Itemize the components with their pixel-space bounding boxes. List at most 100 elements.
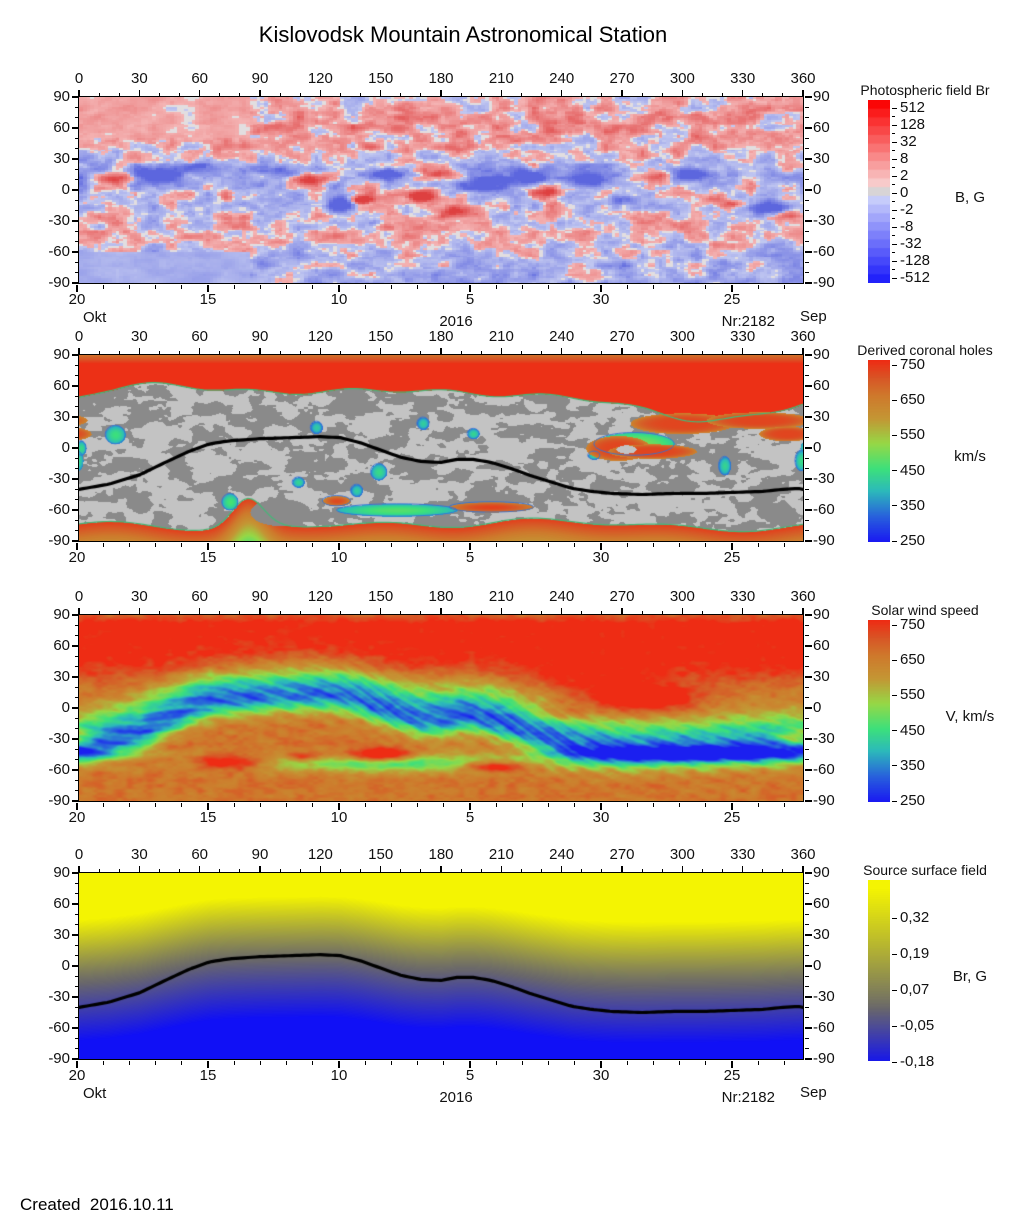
lon-major-tick — [741, 608, 744, 615]
lat-major-tick-right — [804, 385, 812, 387]
lon-minor-tick — [219, 93, 221, 97]
date-tick-label: 10 — [330, 1067, 348, 1084]
map-canvas-derived-coronal-holes — [78, 354, 803, 541]
lon-tick-label: 150 — [368, 328, 394, 345]
date-minor-tick — [128, 802, 130, 807]
lon-major-tick — [198, 608, 201, 615]
colorbar-tick-label: 0,07 — [900, 981, 930, 998]
date-minor-tick — [757, 284, 759, 289]
colorbar-title: Derived coronal holes — [857, 342, 993, 358]
lat-minor-tick-left — [75, 790, 79, 792]
lat-minor-tick-right — [804, 1037, 809, 1039]
lon-minor-tick — [179, 93, 181, 97]
lon-minor-tick — [420, 869, 422, 873]
date-minor-tick — [417, 284, 419, 289]
lat-minor-tick-right — [804, 148, 809, 150]
lat-tick-label-left: -30 — [48, 470, 70, 487]
date-tick-label: 30 — [592, 291, 610, 308]
lat-minor-tick-right — [804, 199, 809, 201]
colorbar-tick-label: 128 — [900, 116, 926, 133]
date-minor-tick — [626, 542, 628, 547]
colorbar-tick-label: -128 — [900, 252, 931, 269]
lon-major-tick — [319, 608, 322, 615]
date-minor-tick — [705, 284, 707, 289]
colorbar-minor-tick — [892, 116, 895, 117]
lon-major-tick — [259, 608, 261, 615]
lat-minor-tick-left — [75, 457, 79, 459]
lon-minor-tick — [400, 869, 402, 873]
lon-tick-label: 270 — [609, 588, 635, 605]
lon-major-tick — [379, 608, 382, 615]
lon-minor-tick — [279, 611, 281, 615]
colorbar-photospheric-field — [868, 100, 890, 283]
lon-minor-tick — [581, 93, 583, 97]
lat-minor-tick-left — [75, 913, 79, 915]
date-minor-tick — [626, 1060, 628, 1065]
colorbar-tick-label: 250 — [900, 792, 926, 809]
lon-tick-label: 0 — [74, 70, 84, 87]
lon-minor-tick — [339, 869, 341, 873]
colorbar-tick-label: 0,32 — [900, 909, 930, 926]
lon-major-tick — [319, 90, 322, 97]
lon-tick-label: 90 — [251, 70, 269, 87]
date-minor-tick — [757, 802, 759, 807]
date-major-tick — [600, 1060, 602, 1068]
lat-tick-label-left: 0 — [61, 439, 70, 456]
lon-tick-label: 210 — [488, 846, 514, 863]
colorbar-title: Solar wind speed — [871, 602, 979, 618]
lon-tick-label: 270 — [609, 70, 635, 87]
date-minor-tick — [155, 284, 157, 289]
colorbar-tick-label: -0,18 — [900, 1053, 935, 1070]
colorbar-solar-wind-speed — [868, 620, 890, 802]
date-minor-tick — [102, 802, 104, 807]
page-title: Kislovodsk Mountain Astronomical Station — [258, 22, 668, 47]
date-major-tick — [207, 542, 209, 550]
lon-major-tick — [500, 90, 503, 97]
lon-minor-tick — [460, 351, 462, 355]
colorbar-tick-label: 250 — [900, 532, 926, 549]
lat-tick-label-left: 0 — [61, 181, 70, 198]
lat-major-tick-left — [72, 509, 79, 511]
lon-minor-tick — [118, 351, 120, 355]
colorbar-tick-label: 550 — [900, 686, 926, 704]
date-minor-tick — [783, 542, 785, 547]
lon-minor-tick — [299, 351, 301, 355]
lon-minor-tick — [641, 611, 643, 615]
lon-major-tick — [560, 608, 563, 615]
date-major-tick — [338, 542, 340, 550]
lon-tick-label: 150 — [368, 70, 394, 87]
lat-minor-tick-right — [804, 686, 809, 688]
lat-tick-label-right: 90 — [813, 346, 830, 363]
lon-minor-tick — [480, 93, 482, 97]
lon-minor-tick — [762, 351, 764, 355]
date-minor-tick — [390, 542, 392, 547]
lat-major-tick-left — [72, 872, 79, 874]
lat-major-tick-left — [72, 385, 79, 387]
colorbar-unit-label: V, km/s — [945, 708, 995, 725]
lon-minor-tick — [158, 93, 160, 97]
colorbar-tick — [892, 800, 897, 802]
lat-major-tick-right — [804, 872, 812, 874]
lat-minor-tick-left — [75, 666, 79, 668]
date-tick-label: 5 — [465, 549, 475, 566]
date-minor-tick — [443, 1060, 445, 1065]
lon-tick-label: 120 — [307, 846, 333, 863]
lat-tick-label-left: -30 — [48, 988, 70, 1005]
lon-minor-tick — [641, 351, 643, 355]
date-tick-label: 30 — [592, 549, 610, 566]
lon-tick-label: 300 — [669, 846, 695, 863]
lon-minor-tick — [520, 611, 522, 615]
date-minor-tick — [495, 1060, 497, 1065]
lat-tick-label-right: -90 — [813, 792, 835, 809]
lon-minor-tick — [541, 869, 543, 873]
lon-major-tick — [78, 866, 80, 873]
date-minor-tick — [233, 284, 235, 289]
lat-tick-label-left: 30 — [53, 668, 70, 685]
lat-major-tick-left — [72, 478, 79, 480]
lat-tick-label-right: 30 — [813, 150, 830, 167]
date-minor-tick — [548, 1060, 550, 1065]
lat-minor-tick-left — [75, 530, 79, 532]
lon-major-tick — [621, 348, 623, 355]
lat-tick-label-right: 60 — [813, 377, 830, 394]
lon-major-tick — [741, 90, 744, 97]
